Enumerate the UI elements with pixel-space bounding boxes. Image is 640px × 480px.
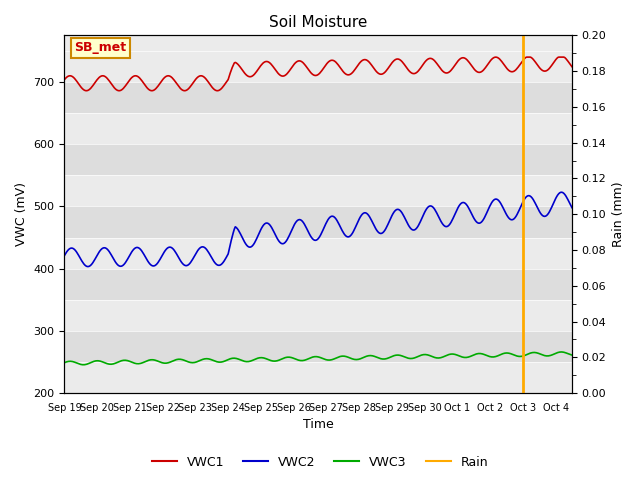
Bar [65,206,572,238]
VWC2 [61,253,68,259]
VWC3 [61,360,68,366]
VWC3 [477,351,485,357]
Bar [65,51,572,82]
Line: VWC1: VWC1 [65,57,572,91]
Title: Soil Moisture: Soil Moisture [269,15,367,30]
VWC3 [557,349,564,355]
Bar [65,331,572,362]
Bar [65,113,572,144]
VWC1 [568,64,576,70]
X-axis label: Time: Time [303,419,333,432]
VWC3 [364,353,371,359]
VWC3 [306,355,314,361]
VWC1 [364,58,371,63]
VWC2 [477,219,485,225]
VWC1 [303,64,310,70]
Text: SB_met: SB_met [74,41,127,54]
Bar [65,269,572,300]
VWC3 [558,349,566,355]
VWC2 [306,231,314,237]
VWC2 [568,205,576,211]
Bar [65,362,572,393]
VWC1 [524,54,531,60]
VWC2 [558,190,566,195]
VWC1 [306,68,314,74]
VWC3 [80,362,88,368]
VWC1 [558,54,566,60]
VWC2 [336,224,344,229]
Y-axis label: VWC (mV): VWC (mV) [15,182,28,246]
Bar [65,238,572,269]
VWC1 [336,64,344,70]
Bar [65,82,572,113]
Line: VWC2: VWC2 [65,192,572,266]
Bar [65,300,572,331]
VWC2 [84,264,92,269]
VWC3 [568,352,576,358]
VWC1 [148,88,156,94]
VWC3 [336,354,344,360]
VWC2 [557,190,564,195]
Bar [65,175,572,206]
VWC2 [303,225,310,231]
VWC1 [61,77,68,83]
Y-axis label: Rain (mm): Rain (mm) [612,181,625,247]
VWC2 [364,211,371,217]
Line: VWC3: VWC3 [65,352,572,365]
Legend: VWC1, VWC2, VWC3, Rain: VWC1, VWC2, VWC3, Rain [147,451,493,474]
VWC1 [477,69,485,74]
VWC3 [303,357,310,362]
Bar [65,144,572,175]
